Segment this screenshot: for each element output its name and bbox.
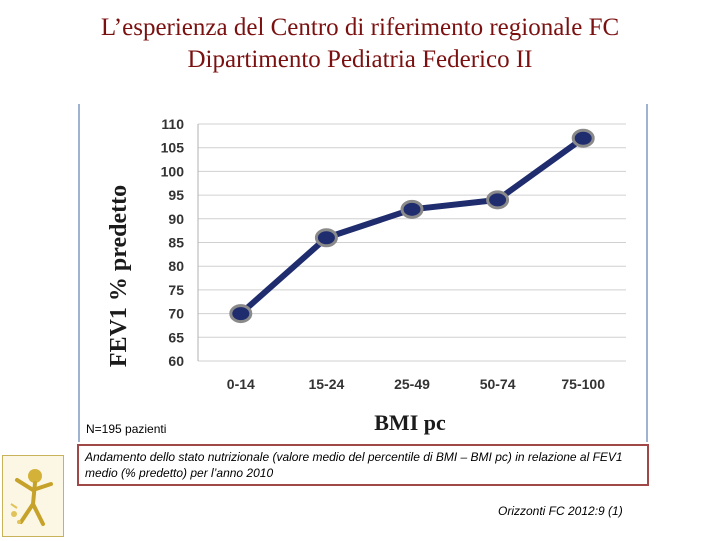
markers: [229, 128, 595, 324]
data-point: [314, 228, 338, 248]
chart-frame: 60 65 70 75 80 85 90 95 100 105 110 0-14 15-24 25-49…: [78, 104, 648, 442]
data-point: [486, 190, 510, 210]
chart-caption: Andamento dello stato nutrizionale (valo…: [77, 444, 649, 486]
data-point: [571, 128, 595, 148]
x-tick-label: 25-49: [394, 376, 430, 392]
series-line: [238, 135, 585, 316]
y-tick-label: 85: [168, 235, 184, 251]
x-tick-label: 50-74: [480, 376, 516, 392]
x-tick-labels: 0-14 15-24 25-49 50-74 75-100: [227, 376, 605, 392]
y-tick-label: 75: [168, 282, 184, 298]
data-point: [400, 199, 424, 219]
y-tick-label: 90: [168, 211, 184, 227]
x-tick-label: 15-24: [308, 376, 344, 392]
y-tick-label: 80: [168, 258, 184, 274]
grid-lines: [197, 123, 626, 362]
slide-title-line-1: L’esperienza del Centro di riferimento r…: [100, 14, 620, 41]
y-tick-labels: 60 65 70 75 80 85 90 95 100 105 110: [161, 116, 185, 369]
y-axis-label: FEV1 % predetto: [106, 185, 132, 367]
slide-title: L’esperienza del Centro di riferimento r…: [0, 12, 720, 76]
y-tick-label: 105: [161, 140, 185, 156]
x-tick-label: 0-14: [227, 376, 255, 392]
y-tick-label: 65: [168, 329, 184, 345]
data-point: [229, 304, 253, 324]
y-tick-label: 110: [161, 116, 184, 132]
source-citation: Orizzonti FC 2012:9 (1): [498, 504, 623, 518]
series: [238, 135, 585, 316]
fev1-bmi-line-chart: 60 65 70 75 80 85 90 95 100 105 110 0-14 15-24 25-49…: [106, 116, 626, 435]
slide-title-line-2: Dipartimento Pediatria Federico II: [187, 46, 533, 73]
y-tick-label: 60: [168, 353, 184, 369]
x-tick-label: 75-100: [561, 376, 605, 392]
x-axis-label: BMI pc: [374, 410, 446, 435]
y-tick-label: 95: [168, 187, 184, 203]
cystic-fibrosis-figure-icon: [2, 455, 64, 537]
y-tick-label: 100: [161, 163, 185, 179]
y-tick-label: 70: [168, 306, 184, 322]
patient-count-note: N=195 pazienti: [86, 422, 167, 436]
